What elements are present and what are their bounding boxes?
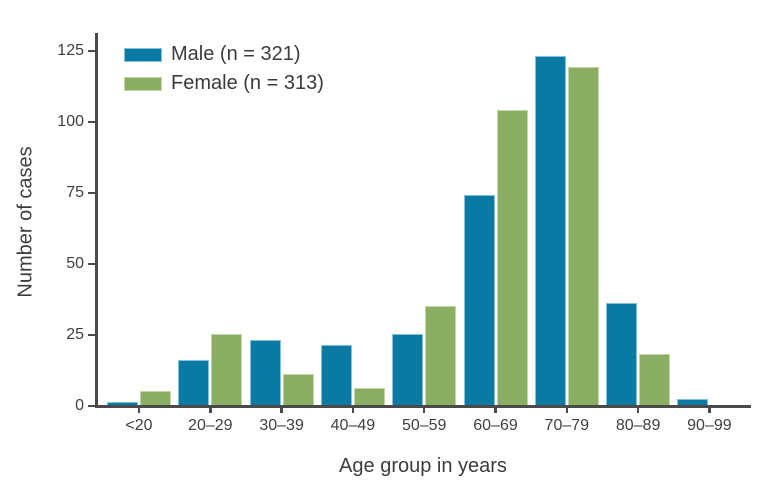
x-tick-label: 90–99 bbox=[687, 417, 732, 434]
bar-male-9099 bbox=[677, 399, 709, 405]
x-tick-label: 50–59 bbox=[401, 417, 447, 434]
legend-label-male: Male (n = 321) bbox=[171, 43, 301, 65]
legend: Male (n = 321) Female (n = 313) bbox=[124, 40, 324, 98]
x-axis-line bbox=[95, 405, 751, 408]
x-tick-mark bbox=[351, 407, 355, 413]
x-tick-label: 80–89 bbox=[615, 417, 661, 434]
bar-male-4049 bbox=[320, 345, 352, 405]
bar-female-3039 bbox=[282, 373, 314, 405]
legend-swatch-female bbox=[124, 76, 162, 91]
legend-label-female: Female (n = 313) bbox=[171, 72, 324, 94]
bar-female-4049 bbox=[353, 387, 385, 405]
y-tick-label: 75 bbox=[66, 184, 84, 201]
x-tick-mark bbox=[708, 407, 711, 413]
x-tick-mark bbox=[209, 407, 212, 413]
bar-male-8089 bbox=[606, 302, 638, 405]
x-tick-mark bbox=[422, 407, 426, 413]
x-tick-label: 30–39 bbox=[259, 417, 304, 434]
bar-female-7079 bbox=[567, 67, 599, 405]
x-tick-label: 60–69 bbox=[473, 417, 518, 434]
x-tick-mark bbox=[565, 407, 569, 413]
bar-female-2029 bbox=[211, 334, 243, 405]
y-tick-mark bbox=[88, 120, 95, 124]
y-axis-line bbox=[95, 33, 98, 407]
x-tick-mark bbox=[137, 407, 141, 413]
bar-male-2029 bbox=[178, 359, 210, 405]
x-axis-title: Age group in years bbox=[339, 455, 507, 477]
y-tick-mark bbox=[88, 262, 95, 266]
legend-item-female: Female (n = 313) bbox=[124, 69, 324, 98]
bar-male-7079 bbox=[534, 55, 566, 405]
x-tick-label: 20–29 bbox=[188, 417, 233, 434]
y-tick-mark bbox=[88, 49, 95, 53]
bar-male-20 bbox=[107, 402, 138, 405]
bar-male-6069 bbox=[463, 194, 495, 405]
x-tick-label: 40–49 bbox=[330, 417, 376, 434]
y-tick-label: 125 bbox=[57, 42, 84, 59]
y-tick-mark bbox=[88, 404, 95, 408]
bar-male-3039 bbox=[249, 339, 281, 405]
y-axis-title: Number of cases bbox=[14, 146, 37, 298]
x-tick-mark bbox=[636, 407, 640, 413]
bar-female-8089 bbox=[639, 353, 671, 405]
y-tick-label: 0 bbox=[75, 397, 84, 414]
y-tick-mark bbox=[88, 333, 95, 337]
x-tick-label: <20 bbox=[125, 417, 153, 434]
bar-male-5059 bbox=[392, 334, 424, 405]
y-tick-label: 50 bbox=[66, 255, 84, 272]
x-tick-mark bbox=[280, 407, 283, 413]
bar-female-6069 bbox=[496, 109, 528, 405]
bar-female-20 bbox=[140, 390, 171, 405]
x-tick-label: 70–79 bbox=[544, 417, 590, 434]
bar-female-5059 bbox=[425, 305, 457, 405]
legend-item-male: Male (n = 321) bbox=[124, 40, 324, 69]
x-tick-mark bbox=[494, 407, 497, 413]
y-tick-mark bbox=[88, 191, 95, 195]
y-tick-label: 100 bbox=[57, 113, 84, 130]
legend-swatch-male bbox=[124, 47, 162, 62]
y-tick-label: 25 bbox=[66, 326, 84, 343]
